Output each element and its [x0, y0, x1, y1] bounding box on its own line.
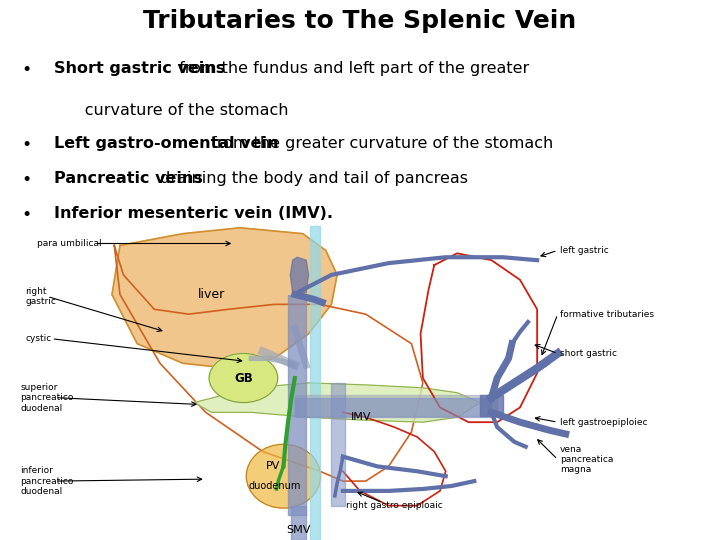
Text: short gastric: short gastric [560, 349, 617, 358]
Text: •: • [22, 136, 32, 153]
Text: formative tributaries: formative tributaries [560, 309, 654, 319]
Text: from the greater curvature of the stomach: from the greater curvature of the stomac… [206, 136, 553, 151]
Text: •: • [22, 171, 32, 188]
Text: liver: liver [198, 288, 225, 301]
Text: GB: GB [234, 372, 253, 384]
Ellipse shape [246, 444, 320, 508]
Text: Short gastric veins: Short gastric veins [54, 61, 225, 76]
Text: left gastric: left gastric [560, 246, 608, 255]
Text: •: • [22, 206, 32, 224]
Text: IMV: IMV [351, 412, 372, 422]
Text: SMV: SMV [286, 525, 310, 535]
Polygon shape [290, 257, 309, 293]
Text: draining the body and tail of pancreas: draining the body and tail of pancreas [156, 171, 469, 186]
Text: Left gastro-omental vein: Left gastro-omental vein [54, 136, 279, 151]
Text: right
gastric: right gastric [25, 287, 56, 306]
Polygon shape [112, 228, 337, 368]
Text: from the fundus and left part of the greater: from the fundus and left part of the gre… [174, 61, 530, 76]
Polygon shape [480, 395, 503, 416]
Text: right gastro epiploaic: right gastro epiploaic [346, 501, 443, 510]
Text: Tributaries to The Splenic Vein: Tributaries to The Splenic Vein [143, 9, 577, 33]
Text: left gastroepiploiec: left gastroepiploiec [560, 417, 647, 427]
Text: superior
pancreatico
duodenal: superior pancreatico duodenal [21, 383, 74, 413]
Text: Pancreatic veins: Pancreatic veins [54, 171, 203, 186]
Ellipse shape [209, 354, 278, 402]
Text: inferior
pancreatico
duodenal: inferior pancreatico duodenal [21, 466, 74, 496]
Text: •: • [22, 61, 32, 79]
Text: Inferior mesenteric vein (IMV).: Inferior mesenteric vein (IMV). [54, 206, 333, 220]
Text: duodenum: duodenum [248, 481, 300, 491]
Text: curvature of the stomach: curvature of the stomach [54, 103, 289, 118]
Text: para umbilical: para umbilical [37, 239, 102, 248]
Text: PV: PV [266, 461, 280, 471]
Polygon shape [194, 383, 480, 422]
Text: vena
pancreatica
magna: vena pancreatica magna [560, 444, 613, 475]
Text: cystic: cystic [25, 334, 51, 343]
